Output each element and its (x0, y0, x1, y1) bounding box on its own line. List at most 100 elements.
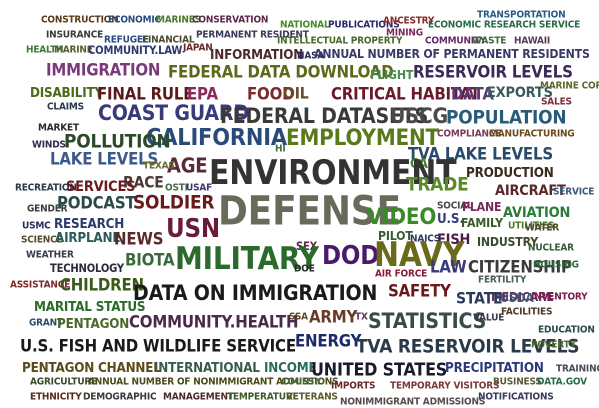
word-fertility: FERTILITY (478, 274, 527, 287)
word-pentagon: PENTAGON (57, 315, 130, 332)
word-production: PRODUCTION (466, 164, 554, 181)
word-ancestry: ANCESTRY (383, 15, 435, 28)
word-waste: WASTE (472, 35, 507, 48)
word-podcast: PODCAST (57, 192, 136, 213)
word-age: AGE (167, 154, 208, 179)
word-oil: OIL (283, 84, 309, 103)
word-news: NEWS (114, 228, 164, 249)
word-demographic: DEMOGRAPHIC (83, 391, 157, 404)
word-international: INTERNATIONAL (154, 359, 260, 376)
word-marines: MARINES (156, 14, 201, 27)
word-texas: TEXAS (143, 160, 175, 173)
word-population: POPULATION (446, 106, 567, 130)
word-food: FOOD (247, 83, 295, 104)
word-education: EDUCATION (538, 324, 595, 337)
word-family: FAMILY (461, 215, 503, 231)
word-race: RACE (123, 173, 164, 192)
word-economic: ECONOMIC (108, 14, 161, 27)
word-annual-number-of-permanent-residents: ANNUAL NUMBER OF PERMANENT RESIDENTS (314, 46, 590, 62)
word-intellectual-property: INTELLECTUAL PROPERTY (277, 35, 403, 48)
word-facilities: FACILITIES (501, 306, 553, 319)
word-army: ARMY (309, 306, 358, 327)
word-social: SOCIAL (437, 200, 473, 213)
word-publications: PUBLICATIONS (328, 19, 400, 32)
word-sales: SALES (541, 96, 572, 109)
word-disability: DISABILITY (30, 84, 103, 101)
word-county: COUNTY (281, 376, 322, 389)
word-temperature: TEMPERATURE (227, 391, 299, 404)
word-uscg: USCG (390, 103, 448, 129)
word-gender: GENDER (27, 203, 68, 216)
word-inventory: INVENTORY (531, 291, 588, 304)
word-value: VALUE (473, 312, 505, 325)
word-assistance: ASSISTANCE (10, 279, 71, 292)
word-japan: JAPAN (183, 42, 213, 55)
word-insurance: INSURANCE (46, 29, 104, 42)
word-law: LAW (430, 256, 467, 277)
word-usmc: USMC (22, 220, 51, 233)
word-u-s-fish-and-wildlife-service: U.S. FISH AND WILDLIFE SERVICE (20, 335, 296, 356)
word-employment: EMPLOYMENT (286, 123, 439, 151)
word-energy: ENERGY (295, 330, 362, 351)
word-services: SERVICES (66, 178, 136, 196)
word-defense: DEFENSE (218, 188, 401, 235)
word-united-states: UNITED STATES (311, 358, 448, 381)
word-training: TRAINING (556, 363, 599, 376)
word-marine: MARINE (54, 44, 93, 57)
word-air-force: AIR FORCE (375, 268, 428, 281)
word-information: INFORMATION (210, 46, 304, 63)
word-military: MILITARY (175, 239, 319, 277)
word-soldier: SOLDIER (133, 191, 215, 215)
word-trade: TRADE (406, 173, 469, 197)
word-income: INCOME (264, 359, 317, 376)
word-usda: USDA (500, 290, 534, 306)
word-lake-levels: LAKE LEVELS (50, 148, 159, 169)
word-final-rule: FINAL RULE (97, 83, 194, 104)
word-medicare: MEDICARE (491, 289, 554, 305)
word-epa: EPA (187, 83, 218, 104)
word-navy: NAVY (374, 235, 465, 275)
word-research: RESEARCH (54, 215, 125, 232)
word-annual-number-of-nonimmigrant-admissions: ANNUAL NUMBER OF NONIMMIGRANT ADMISSIONS (88, 376, 339, 389)
word-claims: CLAIMS (47, 101, 84, 114)
word-pollution: POLLUTION (64, 130, 171, 154)
word-dod: DOD (322, 241, 380, 271)
word-usn: USN (166, 214, 220, 244)
word-exports: EXPORTS (487, 84, 553, 102)
word-permanent-resident: PERMANENT RESIDENT (196, 29, 309, 42)
word-safety: SAFETY (388, 280, 451, 301)
word-agriculture: AGRICULTURE (30, 376, 98, 389)
word-grant: GRANT (29, 317, 63, 330)
word-usaf: USAF (186, 182, 213, 195)
word-children: CHILDREN (60, 274, 144, 295)
word-doe: DOE (294, 263, 315, 276)
word-ethnicity: ETHNICITY (30, 391, 82, 404)
word-national: NATIONAL (280, 19, 330, 32)
word-science: SCIENCE (21, 234, 63, 247)
word-tva-lake-levels: TVA LAKE LEVELS (408, 143, 553, 164)
word-immigration: IMMIGRATION (46, 59, 161, 80)
word-naics: NAICS (410, 233, 441, 246)
word-technology: TECHNOLOGY (50, 262, 124, 276)
word-temporary-visitors: TEMPORARY VISITORS (390, 380, 500, 393)
word-biota: BIOTA (125, 249, 175, 270)
word-precipitation: PRECIPITATION (445, 359, 544, 376)
word-construction: CONSTRUCTION (41, 14, 119, 27)
word-marine-corps: MARINE CORPS (540, 80, 599, 93)
word-pentagon-channel: PENTAGON CHANNEL (22, 359, 161, 376)
word-utilities: UTILITIES (508, 220, 555, 233)
word-california: CALIFORNIA (146, 123, 287, 151)
word-hawaii: HAWAII (514, 35, 551, 48)
word-industry: INDUSTRY (477, 234, 539, 250)
word-data-gov: DATA.GOV (537, 376, 587, 389)
word-compliance: COMPLIANCE (437, 128, 502, 141)
word-winds: WINDS (32, 139, 66, 152)
word-community: COMMUNITY (425, 35, 487, 48)
word-reservoir-levels: RESERVOIR LEVELS (413, 61, 573, 82)
word-video: VIDEO (367, 202, 437, 230)
word-transportation: TRANSPORTATION (477, 9, 566, 22)
word-manufacturing: MANUFACTURING (489, 128, 575, 141)
word-recreation: RECREATION (15, 182, 77, 195)
word-ca: CA (410, 155, 428, 172)
